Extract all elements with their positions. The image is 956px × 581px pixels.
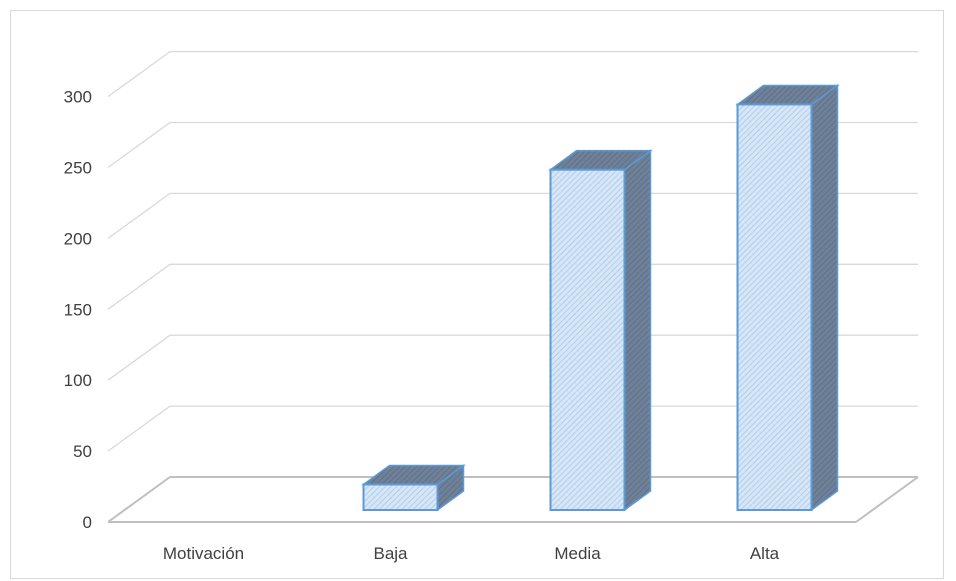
bar-front-face — [736, 103, 813, 512]
gridline-diagonal — [107, 192, 171, 239]
gridline-diagonal — [107, 334, 171, 381]
y-tick-label: 150 — [64, 300, 92, 319]
floor-side-edge — [855, 476, 919, 523]
gridline-diagonal — [107, 263, 171, 310]
x-tick-label: Alta — [750, 544, 780, 563]
bar-media — [548, 149, 653, 512]
bar-front-face — [362, 483, 439, 512]
bar-baja — [361, 463, 466, 512]
bar-front-face — [549, 168, 626, 511]
y-tick-label: 50 — [73, 442, 92, 461]
bar-alta — [735, 83, 840, 512]
bar-side-face — [810, 83, 839, 512]
y-tick-label: 200 — [64, 229, 92, 248]
x-axis: Motivación Baja Media Alta — [163, 544, 780, 563]
gridline-diagonal — [107, 51, 171, 98]
bar-side-face — [623, 149, 652, 512]
gridline-diagonal — [107, 476, 171, 523]
x-tick-label: Baja — [373, 544, 408, 563]
y-axis: 0 50 100 150 200 250 300 — [64, 88, 92, 532]
bars — [361, 83, 840, 512]
y-tick-label: 0 — [83, 513, 92, 532]
y-tick-label: 250 — [64, 159, 92, 178]
x-tick-label: Motivación — [163, 544, 244, 563]
chart-frame — [10, 10, 944, 579]
y-tick-label: 100 — [64, 371, 92, 390]
gridline-diagonal — [107, 121, 171, 169]
y-tick-label: 300 — [64, 88, 92, 107]
gridline-diagonal — [107, 405, 171, 452]
x-tick-label: Media — [554, 544, 601, 563]
